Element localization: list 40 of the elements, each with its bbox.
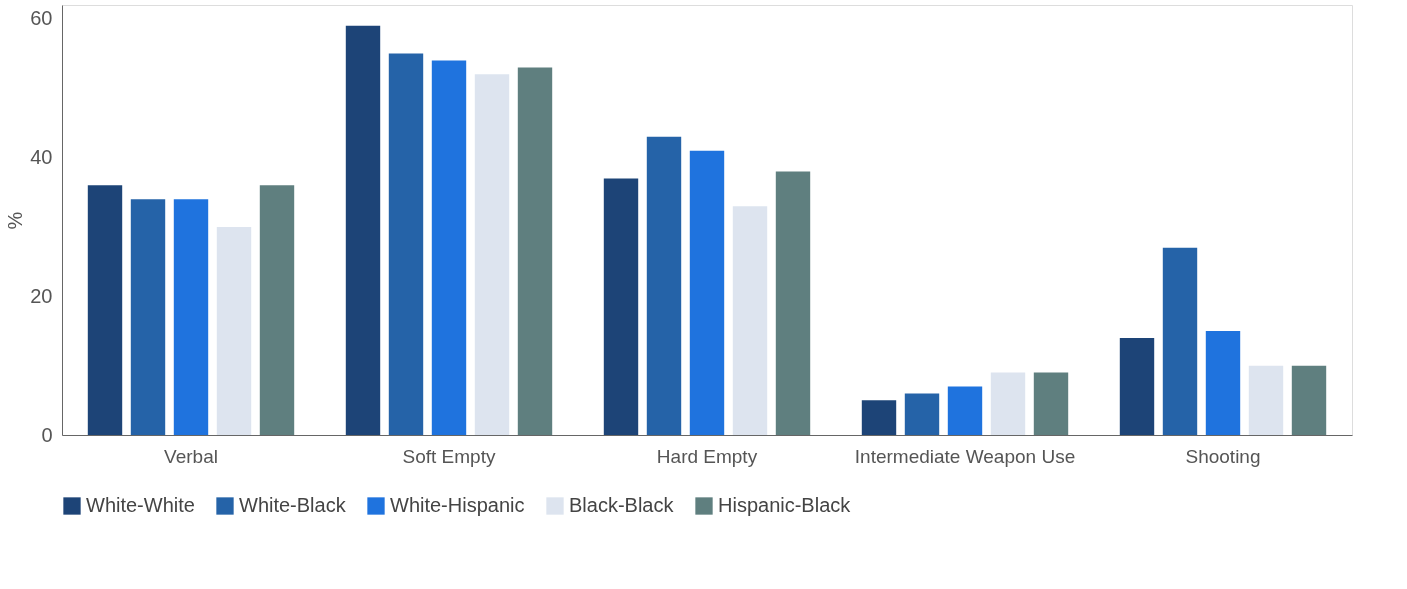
bar — [517, 67, 553, 435]
bar — [775, 171, 811, 435]
y-tick-label: 60 — [30, 7, 53, 30]
bar — [1205, 330, 1241, 435]
bar — [388, 53, 424, 435]
bar — [646, 136, 682, 435]
legend-label: White-Black — [239, 494, 347, 516]
y-tick-label: 0 — [41, 423, 53, 446]
bar — [732, 206, 768, 435]
x-tick-label: Hard Empty — [656, 445, 758, 467]
legend-label: White-White — [86, 494, 195, 516]
y-axis-title: % — [4, 211, 27, 230]
bar — [216, 226, 252, 435]
y-tick-label: 20 — [30, 284, 53, 307]
bar — [689, 150, 725, 435]
bar — [259, 185, 295, 435]
x-tick-label: Intermediate Weapon Use — [854, 445, 1076, 467]
legend-label: Hispanic-Black — [718, 494, 852, 516]
bar — [1119, 337, 1155, 435]
bar — [947, 386, 983, 435]
bar — [1291, 365, 1327, 435]
y-tick-label: 40 — [30, 146, 53, 169]
bar — [1248, 365, 1284, 435]
bar — [345, 25, 381, 435]
bar — [904, 393, 940, 435]
x-tick-label: Verbal — [164, 445, 218, 467]
bar — [474, 74, 510, 435]
bar — [861, 400, 897, 435]
bar — [990, 372, 1026, 435]
bar — [173, 199, 209, 435]
bar — [130, 199, 166, 435]
x-tick-label: Soft Empty — [402, 445, 496, 467]
bar — [603, 178, 639, 435]
bar — [1162, 247, 1198, 435]
legend-label: White-Hispanic — [390, 494, 525, 516]
bar — [1033, 372, 1069, 435]
x-tick-label: Shooting — [1185, 445, 1261, 467]
bar — [87, 185, 123, 435]
legend-label: Black-Black — [569, 494, 675, 516]
bar — [431, 60, 467, 435]
